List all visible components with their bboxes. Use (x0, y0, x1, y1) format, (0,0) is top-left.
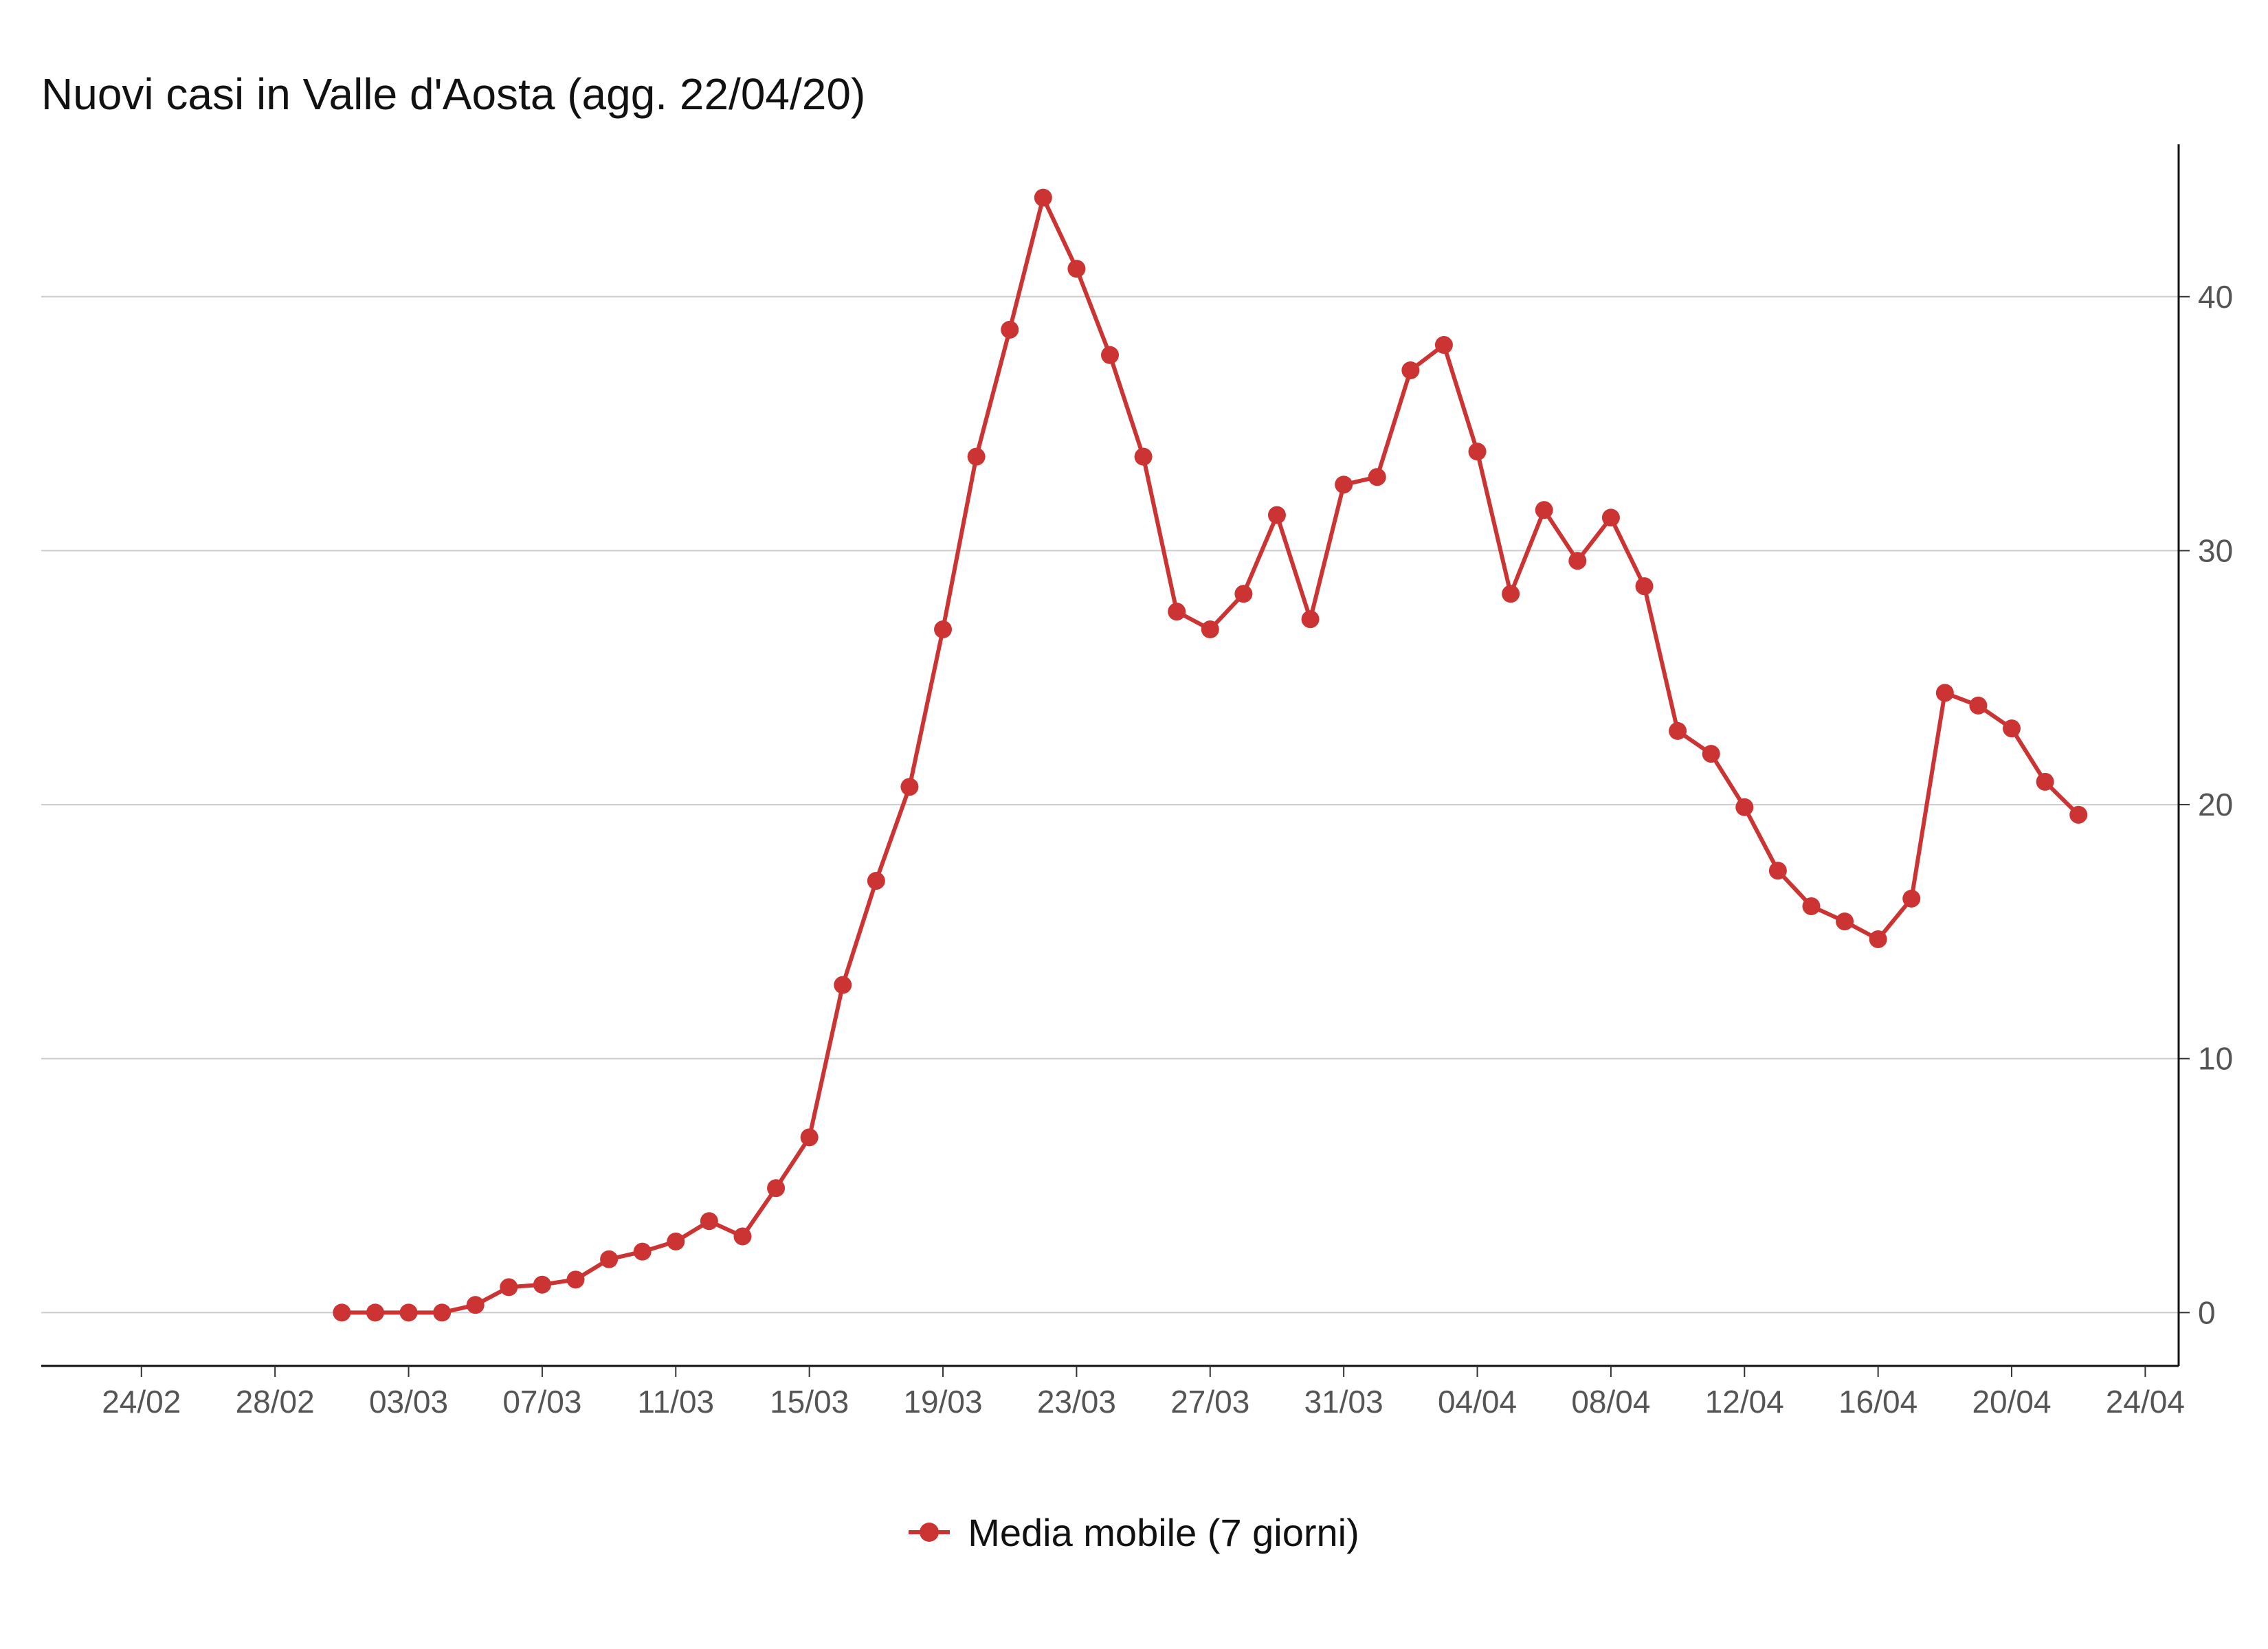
data-point-25 (1168, 603, 1186, 621)
x-tick-label-31/03: 31/03 (1304, 1384, 1383, 1420)
data-point-1 (366, 1303, 384, 1322)
x-tick-label-12/04: 12/04 (1705, 1384, 1784, 1420)
data-point-10 (667, 1232, 685, 1250)
y-tick-label-40: 40 (2198, 279, 2233, 315)
data-point-31 (1368, 468, 1386, 486)
data-point-2 (399, 1303, 418, 1322)
data-point-17 (900, 778, 919, 796)
x-tick-label-20/04: 20/04 (1972, 1384, 2051, 1420)
data-point-43 (1768, 862, 1787, 880)
x-tick-label-07/03: 07/03 (502, 1384, 581, 1420)
data-point-47 (1902, 889, 1921, 908)
x-tick-label-23/03: 23/03 (1037, 1384, 1116, 1420)
data-point-48 (1935, 684, 1954, 702)
series-line-0 (342, 195, 2080, 1315)
x-tick-label-11/03: 11/03 (637, 1384, 714, 1420)
data-point-49 (1969, 696, 1988, 715)
data-point-23 (1101, 346, 1119, 364)
y-tick-label-10: 10 (2198, 1041, 2233, 1077)
y-tick-label-0: 0 (2198, 1294, 2216, 1330)
x-tick-label-24/04: 24/04 (2106, 1384, 2185, 1420)
data-point-32 (1401, 361, 1420, 379)
data-point-36 (1535, 501, 1553, 519)
x-tick-label-28/02: 28/02 (236, 1384, 315, 1420)
data-point-37 (1568, 552, 1587, 570)
data-point-11 (700, 1212, 718, 1231)
legend-label: Media mobile (7 giorni) (968, 1510, 1359, 1554)
data-point-14 (800, 1128, 819, 1147)
data-point-16 (867, 871, 885, 890)
data-point-18 (934, 620, 953, 639)
data-point-13 (767, 1179, 786, 1198)
y-tick-label-30: 30 (2198, 532, 2233, 568)
data-point-0 (333, 1303, 351, 1322)
data-point-51 (2036, 772, 2054, 791)
data-point-38 (1601, 508, 1620, 527)
data-point-35 (1502, 585, 1520, 603)
x-tick-label-19/03: 19/03 (903, 1384, 982, 1420)
data-point-29 (1301, 610, 1320, 629)
data-point-6 (533, 1275, 551, 1294)
legend-key-icon (909, 1523, 950, 1542)
x-tick-label-15/03: 15/03 (770, 1384, 849, 1420)
data-point-46 (1869, 930, 1887, 948)
data-point-5 (500, 1278, 518, 1297)
data-point-19 (967, 447, 986, 466)
data-point-21 (1034, 188, 1052, 207)
data-point-42 (1735, 798, 1754, 816)
data-point-52 (2069, 805, 2088, 824)
data-point-30 (1335, 475, 1353, 494)
data-point-39 (1635, 577, 1654, 596)
data-point-45 (1836, 912, 1854, 931)
data-point-12 (733, 1227, 752, 1246)
data-point-15 (834, 976, 852, 994)
x-tick-label-04/04: 04/04 (1438, 1384, 1517, 1420)
legend: Media mobile (7 giorni) (0, 1505, 2268, 1560)
series-layer (333, 188, 2088, 1322)
data-point-3 (433, 1303, 452, 1322)
data-point-22 (1067, 260, 1086, 278)
data-point-41 (1702, 745, 1720, 763)
data-point-28 (1267, 506, 1286, 524)
data-point-26 (1201, 620, 1219, 639)
x-tick-label-27/03: 27/03 (1170, 1384, 1249, 1420)
data-point-9 (633, 1242, 652, 1261)
x-tick-label-24/02: 24/02 (102, 1384, 181, 1420)
data-point-8 (600, 1250, 619, 1268)
chart-title: Nuovi casi in Valle d'Aosta (agg. 22/04/… (41, 69, 866, 119)
data-point-33 (1434, 336, 1453, 355)
data-point-44 (1802, 897, 1821, 915)
data-point-40 (1669, 721, 1687, 740)
data-point-27 (1234, 585, 1253, 603)
data-point-4 (466, 1296, 485, 1314)
data-point-34 (1468, 442, 1487, 461)
grid-lines (41, 295, 2179, 1314)
x-tick-label-03/03: 03/03 (369, 1384, 448, 1420)
y-tick-label-20: 20 (2198, 787, 2233, 822)
data-point-24 (1134, 447, 1153, 466)
data-point-20 (1001, 320, 1019, 339)
data-point-7 (566, 1270, 585, 1289)
x-tick-label-08/04: 08/04 (1571, 1384, 1650, 1420)
x-tick-label-16/04: 16/04 (1838, 1384, 1917, 1420)
axes: 0 10 20 30 40 24/02 28/02 03/03 07/03 11/03 15/03 1… (41, 144, 2233, 1420)
data-point-50 (2003, 719, 2021, 738)
